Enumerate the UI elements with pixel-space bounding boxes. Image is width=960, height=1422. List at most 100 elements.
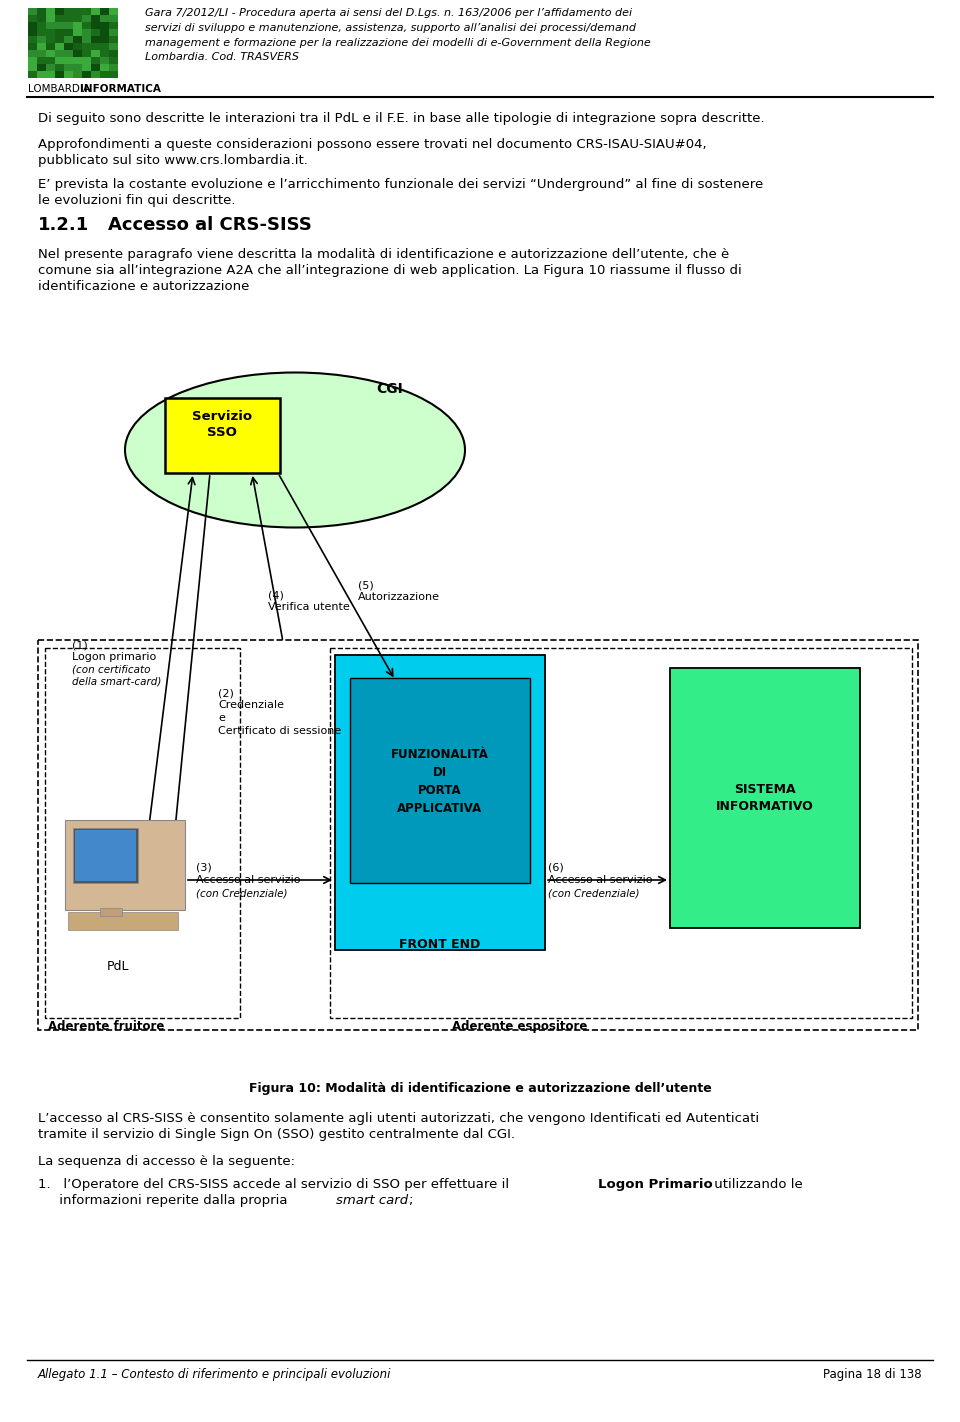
Bar — [100, 57, 109, 64]
Bar — [82, 28, 91, 36]
Text: (con Credenziale): (con Credenziale) — [548, 887, 639, 899]
Bar — [73, 57, 82, 64]
Bar — [46, 43, 55, 50]
Bar — [100, 28, 109, 36]
Bar — [46, 36, 55, 43]
Bar — [37, 21, 46, 28]
Bar — [670, 668, 860, 929]
Bar — [73, 71, 82, 78]
Bar — [46, 71, 55, 78]
Text: Accesso al servizio: Accesso al servizio — [196, 875, 300, 884]
Text: (1): (1) — [72, 640, 87, 650]
Bar — [82, 9, 91, 16]
Bar — [91, 16, 100, 21]
Text: (con certificato: (con certificato — [72, 665, 151, 675]
Bar — [28, 50, 37, 57]
Bar — [100, 71, 109, 78]
Bar — [100, 9, 109, 16]
Bar — [46, 16, 55, 21]
Bar — [109, 36, 118, 43]
Bar — [100, 21, 109, 28]
Text: (5): (5) — [358, 580, 373, 590]
Bar — [64, 9, 73, 16]
Bar — [64, 57, 73, 64]
Bar — [28, 43, 37, 50]
Text: Verifica utente: Verifica utente — [268, 602, 349, 611]
Bar — [82, 21, 91, 28]
Bar — [91, 43, 100, 50]
Bar — [91, 36, 100, 43]
Bar — [55, 16, 64, 21]
Bar — [64, 50, 73, 57]
Bar — [109, 28, 118, 36]
Text: (6): (6) — [548, 862, 564, 872]
Bar — [46, 28, 55, 36]
Bar — [82, 36, 91, 43]
Bar — [73, 43, 82, 50]
Text: e: e — [218, 712, 225, 722]
Text: Aderente espositore: Aderente espositore — [452, 1020, 588, 1032]
Text: SISTEMA
INFORMATIVO: SISTEMA INFORMATIVO — [716, 784, 814, 813]
Text: della smart-card): della smart-card) — [72, 677, 161, 687]
Bar — [64, 28, 73, 36]
Bar — [37, 36, 46, 43]
Bar — [109, 9, 118, 16]
Text: informazioni reperite dalla propria: informazioni reperite dalla propria — [38, 1194, 292, 1207]
Bar — [73, 36, 82, 43]
Bar — [55, 21, 64, 28]
Text: Servizio
SSO: Servizio SSO — [192, 411, 252, 439]
Bar — [100, 64, 109, 71]
Bar — [82, 64, 91, 71]
Bar — [28, 64, 37, 71]
Text: Accesso al CRS-SISS: Accesso al CRS-SISS — [108, 216, 312, 235]
Bar — [46, 9, 55, 16]
Bar — [28, 71, 37, 78]
Text: Logon Primario: Logon Primario — [598, 1177, 712, 1192]
Bar — [73, 28, 82, 36]
Bar — [100, 43, 109, 50]
Text: pubblicato sul sito www.crs.lombardia.it.: pubblicato sul sito www.crs.lombardia.it… — [38, 154, 308, 166]
Bar — [91, 28, 100, 36]
Bar — [75, 830, 136, 882]
Bar — [64, 71, 73, 78]
Bar — [64, 64, 73, 71]
Text: Approfondimenti a queste considerazioni possono essere trovati nel documento CRS: Approfondimenti a queste considerazioni … — [38, 138, 707, 151]
Text: Nel presente paragrafo viene descritta la modalità di identificazione e autorizz: Nel presente paragrafo viene descritta l… — [38, 247, 730, 262]
Text: (2): (2) — [218, 688, 234, 698]
Text: Autorizzazione: Autorizzazione — [358, 592, 440, 602]
Text: CGI: CGI — [376, 383, 403, 395]
Text: (con Credenziale): (con Credenziale) — [196, 887, 287, 899]
Text: (3): (3) — [196, 862, 212, 872]
Bar — [46, 64, 55, 71]
Bar — [73, 64, 82, 71]
Bar — [82, 57, 91, 64]
Bar — [28, 21, 37, 28]
Bar — [55, 36, 64, 43]
Bar — [46, 50, 55, 57]
Text: Di seguito sono descritte le interazioni tra il PdL e il F.E. in base alle tipol: Di seguito sono descritte le interazioni… — [38, 112, 764, 125]
Text: comune sia all’integrazione A2A che all’integrazione di web application. La Figu: comune sia all’integrazione A2A che all’… — [38, 264, 742, 277]
Bar — [335, 656, 545, 950]
Text: Aderente fruitore: Aderente fruitore — [48, 1020, 164, 1032]
Bar — [109, 21, 118, 28]
Bar — [64, 16, 73, 21]
Bar — [91, 50, 100, 57]
Bar — [46, 57, 55, 64]
Bar — [100, 16, 109, 21]
Text: 1.2.1: 1.2.1 — [38, 216, 89, 235]
Bar — [165, 398, 280, 474]
Bar — [28, 16, 37, 21]
Bar — [73, 50, 82, 57]
Text: 1.   l’Operatore del CRS-SISS accede al servizio di SSO per effettuare il: 1. l’Operatore del CRS-SISS accede al se… — [38, 1177, 514, 1192]
Bar — [64, 43, 73, 50]
Text: utilizzando le: utilizzando le — [710, 1177, 803, 1192]
Bar — [37, 50, 46, 57]
Bar — [65, 820, 185, 910]
Bar — [64, 21, 73, 28]
Bar — [82, 43, 91, 50]
Bar — [109, 16, 118, 21]
Bar — [91, 57, 100, 64]
Bar — [55, 57, 64, 64]
Bar — [73, 21, 82, 28]
Text: ;: ; — [408, 1194, 413, 1207]
